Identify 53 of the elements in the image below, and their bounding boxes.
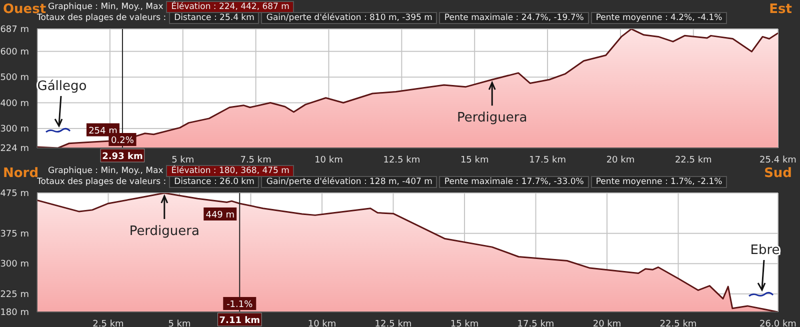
- y-tick-label: 500 m: [0, 73, 29, 84]
- text: Pente moyenne : 4.2%, -4.1%: [590, 12, 728, 24]
- annotation: Perdiguera: [457, 110, 528, 126]
- text: Totaux des plages de valeurs :: [37, 13, 166, 23]
- text: Totaux des plages de valeurs :: [37, 177, 166, 187]
- y-tick-label: 300 m: [0, 124, 29, 134]
- x-tick-label: 5 km: [168, 319, 191, 327]
- x-tick-label: 25.4 km: [760, 155, 796, 166]
- x-tick-label: 2.5 km: [92, 319, 124, 327]
- text: Gain/perte d'élévation : 810 m, -395 m: [261, 12, 438, 24]
- y-tick-label: 600 m: [0, 47, 29, 58]
- text: Graphique : Min, Moy., Max: [48, 2, 164, 12]
- x-tick-label: 7.5 km: [240, 155, 272, 166]
- ref-line-label: 7.11 km: [219, 316, 260, 326]
- x-tick-label: 5 km: [172, 155, 194, 166]
- text: Pente maximale : 17.7%, -33.0%: [439, 176, 589, 188]
- annotation: -1.1%: [226, 300, 254, 310]
- annotation: Perdiguera: [129, 224, 200, 239]
- text: Pente maximale : 24.7%, -19.7%: [439, 12, 589, 24]
- text: Est: [769, 2, 792, 17]
- y-tick-label: 180 m: [0, 308, 29, 318]
- text: Gain/perte d'élévation : 128 m, -407 m: [261, 176, 438, 188]
- x-tick-label: 12.5 km: [383, 155, 420, 166]
- x-tick-label: 22.5 km: [660, 319, 697, 327]
- y-tick-label: 475 m: [0, 189, 29, 199]
- text: Sud: [764, 166, 792, 181]
- x-tick-label: 15 km: [460, 155, 489, 166]
- ref-line-label: 2.93 km: [102, 152, 143, 162]
- annotation: 449 m: [206, 210, 235, 220]
- x-tick-label: 26.0 km: [760, 319, 796, 327]
- text: Graphique : Min, Moy., Max: [48, 166, 164, 176]
- x-tick-label: 12.5 km: [374, 319, 412, 327]
- y-tick-label: 687 m: [0, 25, 29, 35]
- x-tick-label: 10 km: [314, 155, 343, 166]
- text: Distance : 26.0 km: [169, 176, 260, 188]
- y-tick-label: 375 m: [0, 229, 29, 240]
- x-tick-label: 20 km: [606, 155, 635, 166]
- text: Élévation : 224, 442, 687 m: [166, 1, 294, 13]
- y-tick-label: 400 m: [0, 98, 29, 109]
- text: Pente moyenne : 1.7%, -2.1%: [590, 176, 728, 188]
- x-tick-label: 20 km: [592, 319, 622, 327]
- y-tick-label: 300 m: [0, 260, 29, 270]
- x-tick-label: 22.5 km: [674, 155, 712, 166]
- x-tick-label: 15 km: [450, 319, 479, 327]
- y-tick-label: 225 m: [0, 290, 29, 300]
- x-tick-label: 10 km: [308, 319, 336, 327]
- text: Nord: [3, 166, 39, 181]
- x-tick-label: 17.5 km: [529, 155, 566, 166]
- annotation: Gállego: [37, 79, 87, 94]
- text: Distance : 25.4 km: [169, 12, 260, 24]
- text: Élévation : 180, 368, 475 m: [166, 165, 294, 177]
- x-tick-label: 17.5 km: [517, 319, 554, 327]
- y-tick-label: 224 m: [0, 144, 29, 154]
